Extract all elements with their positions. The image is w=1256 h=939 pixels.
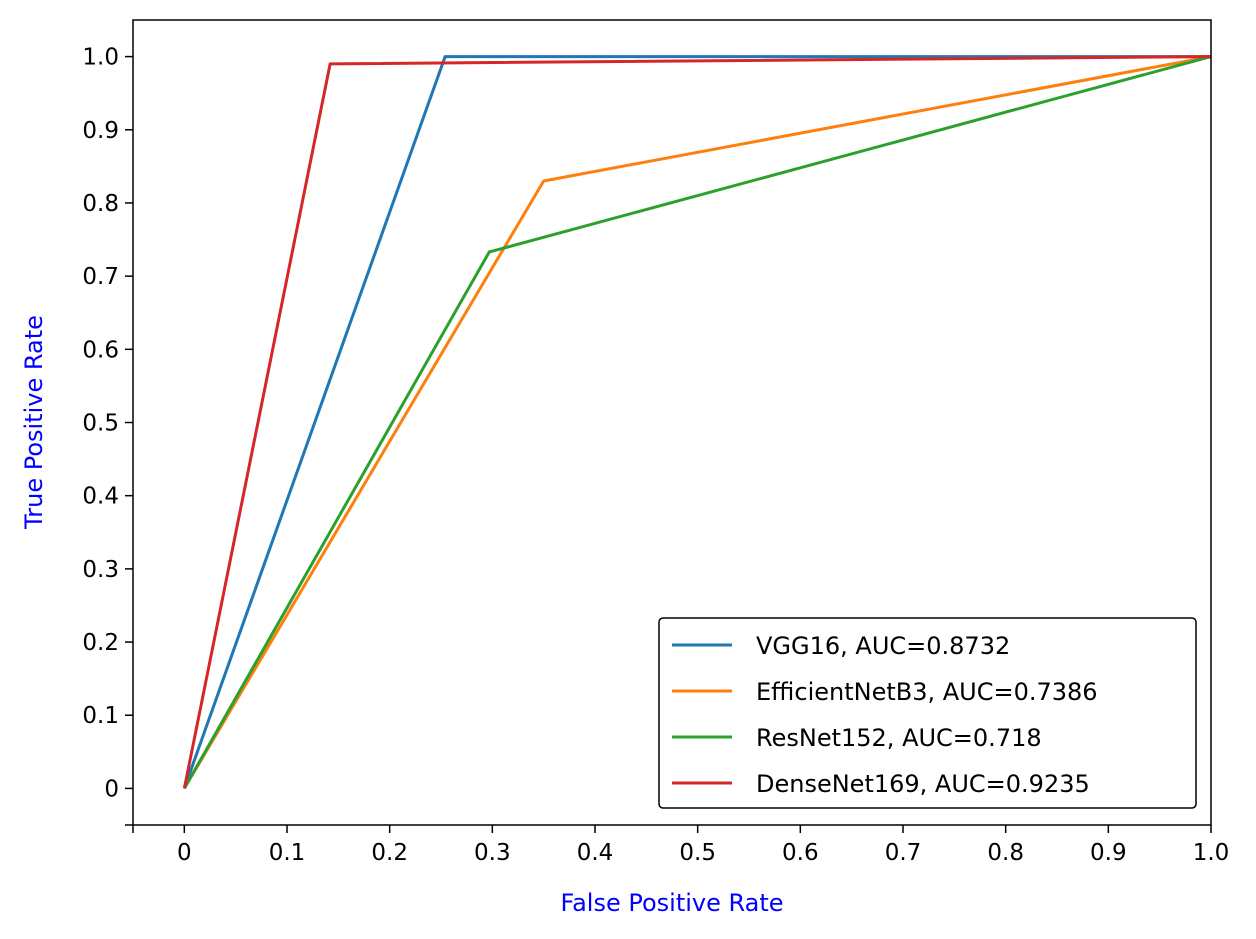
y-axis-label: True Positive Rate	[20, 315, 48, 530]
legend-box	[658, 617, 1197, 809]
x-tick-label: 0.9	[1090, 840, 1127, 866]
y-tick-label: 0.3	[82, 557, 119, 583]
x-tick-label: 1.0	[1193, 840, 1230, 866]
x-tick-label: 0.2	[371, 840, 408, 866]
series-line-2	[183, 55, 1212, 790]
y-tick-label: 0.1	[82, 703, 119, 729]
y-tick-label: 0.4	[82, 484, 119, 510]
y-tick-label: 0.8	[82, 191, 119, 217]
x-tick-label: 0.5	[679, 840, 716, 866]
x-tick-label: 0.7	[885, 840, 922, 866]
x-tick-label: 0.6	[782, 840, 819, 866]
x-axis: 0 0.1 0.2 0.3 0.4 0.5 0.6 0.7 0.8 0.9 1.0	[132, 825, 1230, 866]
series-line-1	[183, 55, 1212, 790]
series-line-0	[182, 55, 1211, 789]
y-axis: 0 0.1 0.2 0.3 0.4 0.5 0.6 0.7 0.8 0.9 1.0	[82, 45, 133, 826]
x-axis-label: False Positive Rate	[560, 889, 783, 917]
x-tick-label: 0.3	[474, 840, 511, 866]
legend-label-1: EfficientNetB3, AUC=0.7386	[756, 678, 1098, 706]
series-lines	[182, 55, 1212, 790]
y-tick-label: 0.9	[82, 118, 119, 144]
legend: VGG16, AUC=0.8732 EfficientNetB3, AUC=0.7…	[658, 617, 1197, 809]
x-tick-label: 0.1	[269, 840, 306, 866]
x-tick-label: 0	[177, 840, 192, 866]
y-tick-label: 0.6	[82, 337, 119, 363]
y-tick-label: 1.0	[82, 45, 119, 71]
y-tick-label: 0.7	[82, 264, 119, 290]
y-tick-label: 0	[104, 776, 119, 802]
series-line-3	[182, 55, 1212, 789]
legend-label-0: VGG16, AUC=0.8732	[756, 632, 1010, 660]
legend-label-3: DenseNet169, AUC=0.9235	[756, 770, 1090, 798]
x-tick-label: 0.4	[577, 840, 614, 866]
legend-label-2: ResNet152, AUC=0.718	[756, 724, 1042, 752]
y-tick-label: 0.5	[82, 411, 119, 437]
y-tick-label: 0.2	[82, 630, 119, 656]
x-tick-label: 0.8	[987, 840, 1024, 866]
